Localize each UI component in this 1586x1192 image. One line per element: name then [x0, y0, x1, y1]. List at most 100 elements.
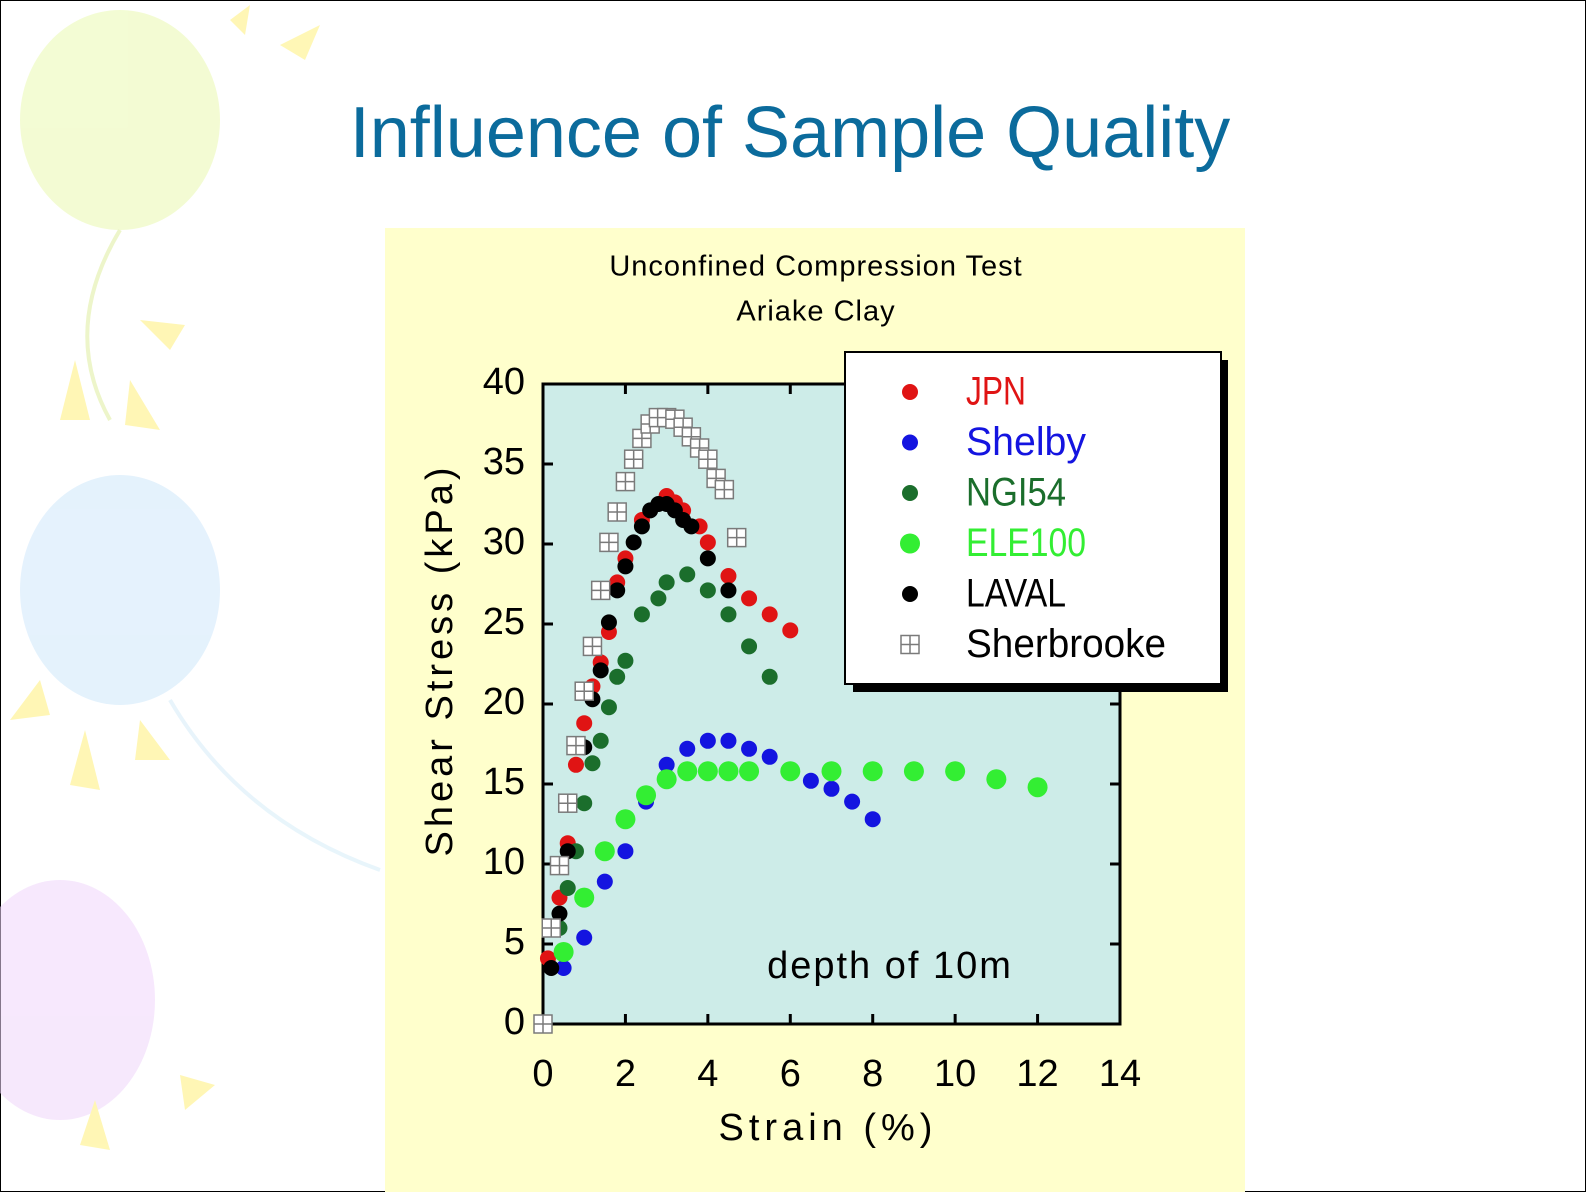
annotation: depth of 10m: [767, 945, 1013, 987]
x-tick-label: 4: [697, 1053, 718, 1095]
data-point: [576, 715, 592, 731]
y-tick-label: 25: [483, 601, 525, 643]
legend-label: Sherbrooke: [966, 622, 1166, 666]
data-point: [741, 741, 757, 757]
data-point: [601, 699, 617, 715]
data-point: [904, 761, 924, 781]
chart-title: Unconfined Compression Test: [609, 251, 1022, 283]
x-tick-label: 12: [1016, 1053, 1058, 1095]
y-tick-label: 20: [483, 681, 525, 723]
slide-title: Influence of Sample Quality: [350, 93, 1231, 173]
data-point: [728, 529, 746, 547]
data-point: [615, 809, 635, 829]
y-tick-label: 15: [483, 761, 525, 803]
data-point: [560, 880, 576, 896]
y-tick-label: 0: [504, 1001, 525, 1043]
legend-marker: [902, 586, 918, 602]
data-point: [700, 582, 716, 598]
data-point: [720, 606, 736, 622]
chart-subtitle: Ariake Clay: [736, 296, 895, 328]
data-point: [601, 614, 617, 630]
data-point: [617, 558, 633, 574]
data-point: [584, 755, 600, 771]
data-point: [698, 761, 718, 781]
data-point: [679, 741, 695, 757]
x-tick-label: 0: [532, 1053, 553, 1095]
data-point: [720, 568, 736, 584]
legend-marker: [901, 636, 919, 654]
data-point: [574, 888, 594, 908]
x-axis-title: Strain (%): [719, 1107, 938, 1149]
data-point: [679, 566, 695, 582]
legend-label: JPN: [966, 370, 1026, 414]
data-point: [597, 874, 613, 890]
data-point: [617, 653, 633, 669]
data-point: [1028, 777, 1048, 797]
x-tick-label: 8: [862, 1053, 883, 1095]
y-axis-title: Shear Stress (kPa): [419, 464, 461, 857]
data-point: [863, 761, 883, 781]
data-point: [715, 481, 733, 499]
y-tick-label: 40: [483, 361, 525, 403]
data-point: [677, 761, 697, 781]
data-point: [595, 841, 615, 861]
data-point: [780, 761, 800, 781]
legend-marker: [900, 534, 920, 554]
data-point: [600, 533, 618, 551]
data-point: [593, 733, 609, 749]
data-point: [782, 622, 798, 638]
data-point: [626, 534, 642, 550]
data-point: [739, 761, 759, 781]
data-point: [616, 473, 634, 491]
data-point: [543, 960, 559, 976]
legend-label: Shelby: [966, 420, 1086, 464]
data-point: [559, 794, 577, 812]
legend-marker: [902, 384, 918, 400]
data-point: [650, 590, 666, 606]
y-tick-label: 10: [483, 841, 525, 883]
data-point: [636, 785, 656, 805]
data-point: [720, 582, 736, 598]
legend-label: ELE100: [966, 521, 1086, 565]
data-point: [608, 503, 626, 521]
data-point: [844, 794, 860, 810]
data-point: [634, 606, 650, 622]
y-tick-label: 5: [504, 921, 525, 963]
data-point: [822, 761, 842, 781]
data-point: [609, 669, 625, 685]
slide: Influence of Sample Quality Unconfined C…: [0, 0, 1586, 1192]
y-tick-label: 35: [483, 441, 525, 483]
data-point: [534, 1015, 552, 1033]
x-tick-label: 10: [934, 1053, 976, 1095]
data-point: [568, 757, 584, 773]
data-point: [617, 843, 633, 859]
data-point: [762, 606, 778, 622]
data-point: [762, 749, 778, 765]
data-point: [542, 919, 560, 937]
data-point: [567, 737, 585, 755]
data-point: [683, 518, 699, 534]
data-point: [718, 761, 738, 781]
data-point: [986, 769, 1006, 789]
x-tick-label: 14: [1099, 1053, 1141, 1095]
data-point: [700, 733, 716, 749]
data-point: [865, 811, 881, 827]
data-point: [550, 857, 568, 875]
data-point: [575, 682, 593, 700]
data-point: [741, 638, 757, 654]
data-point: [803, 773, 819, 789]
data-point: [625, 450, 643, 468]
data-point: [592, 581, 610, 599]
data-point: [762, 669, 778, 685]
legend-marker: [902, 435, 918, 451]
data-point: [576, 795, 592, 811]
data-point: [700, 550, 716, 566]
data-point: [554, 942, 574, 962]
data-point: [945, 761, 965, 781]
data-point: [634, 518, 650, 534]
data-point: [741, 590, 757, 606]
data-point: [720, 733, 736, 749]
data-point: [824, 781, 840, 797]
data-point: [657, 769, 677, 789]
y-tick-label: 30: [483, 521, 525, 563]
